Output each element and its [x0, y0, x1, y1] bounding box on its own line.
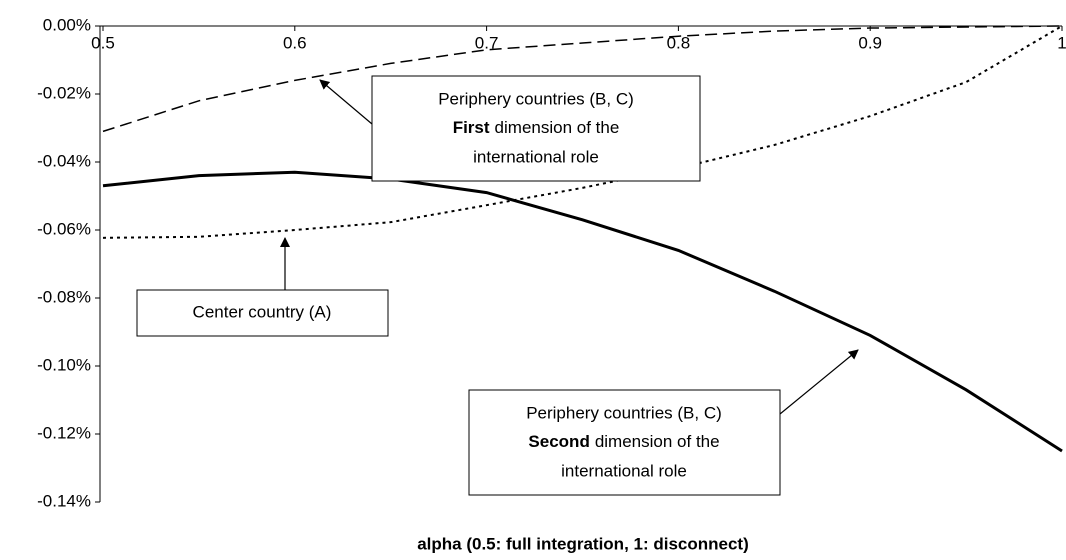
annotation-text: Periphery countries (B, C) — [526, 403, 722, 422]
x-tick-label: 0.9 — [858, 33, 882, 52]
y-tick-label: -0.08% — [37, 287, 91, 306]
x-tick-label: 0.5 — [91, 33, 115, 52]
line-solid — [102, 170, 1063, 453]
y-tick-label: -0.14% — [37, 491, 91, 510]
annotation-box — [468, 389, 781, 496]
line-dashed — [102, 25, 1063, 133]
annotation-text: international role — [473, 147, 599, 166]
annotation-rest: dimension of the — [595, 432, 720, 451]
annotation-arrow — [319, 79, 373, 125]
annotation-bold: Second — [528, 432, 589, 451]
annotation-rest: dimension of the — [495, 118, 620, 137]
y-tick-label: -0.10% — [37, 355, 91, 374]
annotation-arrow — [779, 349, 859, 415]
x-axis-label: alpha (0.5: full integration, 1: disconn… — [417, 534, 749, 553]
y-tick-label: -0.12% — [37, 423, 91, 442]
x-tick-label: 0.6 — [283, 33, 307, 52]
annotation-text: Second dimension of the — [528, 432, 719, 451]
y-tick-label: -0.02% — [37, 83, 91, 102]
annotation-bold: First — [453, 118, 490, 137]
x-tick-label: 1 — [1057, 33, 1066, 52]
annotation-text: First dimension of the — [453, 118, 620, 137]
annotation-box — [136, 289, 389, 337]
x-tick-label: 0.8 — [667, 33, 691, 52]
annotation-text: Center country (A) — [193, 302, 332, 321]
y-tick-label: 0.00% — [43, 15, 91, 34]
annotation-text: international role — [561, 461, 687, 480]
y-tick-label: -0.06% — [37, 219, 91, 238]
annotation-box — [371, 75, 701, 182]
x-tick-label: 0.7 — [475, 33, 499, 52]
line-dotted — [102, 25, 1063, 239]
annotation-text: Periphery countries (B, C) — [438, 89, 634, 108]
y-tick-label: -0.04% — [37, 151, 91, 170]
